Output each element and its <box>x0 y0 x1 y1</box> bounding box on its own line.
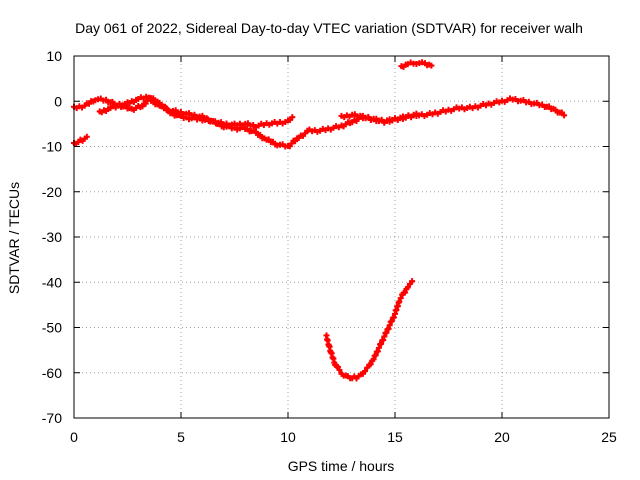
series-line <box>98 97 566 148</box>
x-tick-label: 20 <box>494 429 510 445</box>
y-tick-label: 10 <box>46 48 62 64</box>
series-track-6 <box>323 278 416 382</box>
data-point <box>362 368 368 375</box>
data-point <box>252 128 259 135</box>
data-point <box>370 356 377 363</box>
data-layer <box>71 59 568 382</box>
grid <box>74 56 609 418</box>
y-tick-label: -10 <box>42 139 62 155</box>
y-axis-title: SDTVAR / TECUs <box>6 182 22 294</box>
data-point <box>375 344 382 351</box>
data-point <box>397 295 404 302</box>
y-tick-label: -50 <box>42 320 62 336</box>
series-track-2 <box>96 94 568 150</box>
data-point <box>381 333 388 340</box>
x-tick-label: 5 <box>177 429 185 445</box>
series-track-4 <box>71 133 90 147</box>
x-tick-label: 10 <box>280 429 296 445</box>
data-point <box>83 133 90 140</box>
data-point <box>150 98 157 105</box>
data-point <box>413 113 420 119</box>
y-tick-label: 0 <box>54 93 62 109</box>
y-tick-label: -30 <box>42 229 62 245</box>
data-point <box>336 366 343 373</box>
x-tick-label: 25 <box>601 429 617 445</box>
data-point <box>409 278 416 285</box>
data-point <box>383 329 390 336</box>
x-tick-label: 15 <box>387 429 403 445</box>
data-point <box>402 289 408 296</box>
data-point <box>561 112 568 119</box>
chart-title: Day 061 of 2022, Sidereal Day-to-day VTE… <box>75 20 583 36</box>
data-point <box>372 352 379 359</box>
x-axis-title: GPS time / hours <box>288 458 395 474</box>
data-point <box>428 62 435 69</box>
data-point <box>396 298 403 305</box>
tick-labels: 0 5 10 15 20 25 10 0 -10 -20 -30 -40 -50 -60 -70 <box>42 48 617 445</box>
data-point <box>380 337 387 343</box>
y-tick-label: -20 <box>42 184 62 200</box>
data-point <box>388 318 395 325</box>
data-point <box>289 114 296 121</box>
x-tick-label: 0 <box>70 429 78 445</box>
data-point <box>404 284 411 291</box>
series-track-5 <box>398 59 435 70</box>
y-tick-label: -60 <box>42 365 62 381</box>
series-track-3 <box>338 111 420 126</box>
data-point <box>390 314 397 321</box>
data-point <box>385 325 392 332</box>
data-point <box>367 361 374 368</box>
y-tick-label: -70 <box>42 410 62 426</box>
ticks <box>73 55 610 419</box>
data-point <box>378 340 385 347</box>
y-tick-label: -40 <box>42 274 62 290</box>
data-point <box>257 132 264 138</box>
data-point <box>145 94 152 101</box>
